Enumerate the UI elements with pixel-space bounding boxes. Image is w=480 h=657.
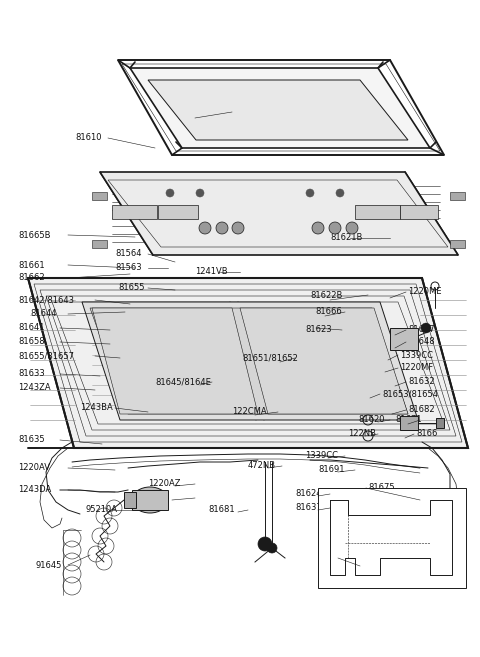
Polygon shape	[240, 308, 408, 414]
Polygon shape	[130, 68, 430, 148]
Circle shape	[421, 323, 431, 333]
Bar	[92, 240, 107, 248]
Bar	[158, 205, 198, 219]
Text: 81635: 81635	[18, 436, 45, 445]
Text: 81645/8164E: 81645/8164E	[155, 378, 211, 386]
Text: 81691: 81691	[318, 466, 345, 474]
Bar	[318, 488, 466, 588]
Bar	[92, 192, 107, 200]
Text: 81623: 81623	[305, 325, 332, 334]
Text: 95210A: 95210A	[85, 505, 117, 514]
Bar	[132, 490, 168, 510]
Text: 81613: 81613	[168, 114, 194, 122]
Text: 81675: 81675	[368, 484, 395, 493]
Text: 81621B: 81621B	[330, 233, 362, 242]
Text: 81633: 81633	[18, 369, 45, 378]
Text: 8166: 8166	[416, 430, 437, 438]
Bar	[355, 205, 400, 219]
Text: 1220MF: 1220MF	[400, 363, 433, 373]
Text: 81622B: 81622B	[310, 290, 342, 300]
Text: 122CMA: 122CMA	[232, 407, 266, 417]
Text: 1243ZA: 1243ZA	[18, 384, 50, 392]
Polygon shape	[28, 278, 468, 448]
Text: 1243BA: 1243BA	[80, 403, 113, 413]
Text: 81682: 81682	[408, 405, 434, 415]
Polygon shape	[92, 308, 258, 414]
Text: 81665B: 81665B	[18, 231, 50, 240]
Text: 81620: 81620	[358, 415, 384, 424]
Text: 1220ME: 1220ME	[408, 288, 442, 296]
Circle shape	[258, 537, 272, 551]
Bar	[450, 240, 465, 248]
Bar	[112, 205, 157, 219]
Text: 91645: 91645	[35, 560, 61, 570]
Bar	[400, 205, 438, 219]
Text: 81655: 81655	[118, 284, 144, 292]
Bar	[400, 416, 418, 430]
Text: 81671: 81671	[395, 415, 421, 424]
Text: 1799JA: 1799JA	[325, 562, 354, 570]
Bar	[124, 492, 136, 508]
Text: 81681: 81681	[208, 505, 235, 514]
Text: 81610: 81610	[75, 133, 101, 143]
Circle shape	[232, 222, 244, 234]
Ellipse shape	[132, 487, 168, 513]
Text: 1339CC: 1339CC	[400, 350, 433, 359]
Text: 81661: 81661	[18, 260, 45, 269]
Circle shape	[329, 222, 341, 234]
Text: 472NB: 472NB	[248, 461, 276, 470]
Text: 81655/81657: 81655/81657	[18, 351, 74, 361]
Circle shape	[346, 222, 358, 234]
Text: 1220AV: 1220AV	[18, 463, 50, 472]
Text: 81662: 81662	[18, 273, 45, 283]
Bar	[436, 418, 444, 428]
Text: 81632: 81632	[408, 378, 434, 386]
Text: 81644: 81644	[30, 309, 57, 319]
Text: 81666: 81666	[315, 307, 342, 317]
Text: 1339CC: 1339CC	[305, 451, 338, 461]
Bar	[450, 192, 465, 200]
Text: 81564: 81564	[115, 250, 142, 258]
Bar	[390, 328, 418, 350]
Text: 8153: 8153	[148, 493, 169, 503]
Text: 81653/81654: 81653/81654	[382, 390, 438, 399]
Polygon shape	[90, 308, 408, 414]
Text: 81651/81652: 81651/81652	[242, 353, 298, 363]
Polygon shape	[148, 80, 408, 140]
Circle shape	[166, 189, 174, 197]
Text: 81647: 81647	[408, 325, 434, 334]
Text: 81641: 81641	[18, 323, 45, 332]
Circle shape	[199, 222, 211, 234]
Circle shape	[267, 543, 277, 553]
Circle shape	[216, 222, 228, 234]
Text: 81642/81643: 81642/81643	[18, 296, 74, 304]
Text: 81624: 81624	[295, 489, 322, 499]
Circle shape	[306, 189, 314, 197]
Polygon shape	[82, 302, 418, 420]
Text: 1243DA: 1243DA	[18, 486, 51, 495]
Text: 122NB: 122NB	[348, 430, 376, 438]
Circle shape	[196, 189, 204, 197]
Text: 81658: 81658	[18, 338, 45, 346]
Text: 1220AZ: 1220AZ	[148, 480, 180, 489]
Text: 81563: 81563	[115, 263, 142, 273]
Text: 1241VB: 1241VB	[195, 267, 228, 277]
Text: 81648: 81648	[408, 338, 434, 346]
Text: 81637: 81637	[295, 503, 322, 512]
Polygon shape	[100, 172, 458, 255]
Circle shape	[336, 189, 344, 197]
Circle shape	[312, 222, 324, 234]
